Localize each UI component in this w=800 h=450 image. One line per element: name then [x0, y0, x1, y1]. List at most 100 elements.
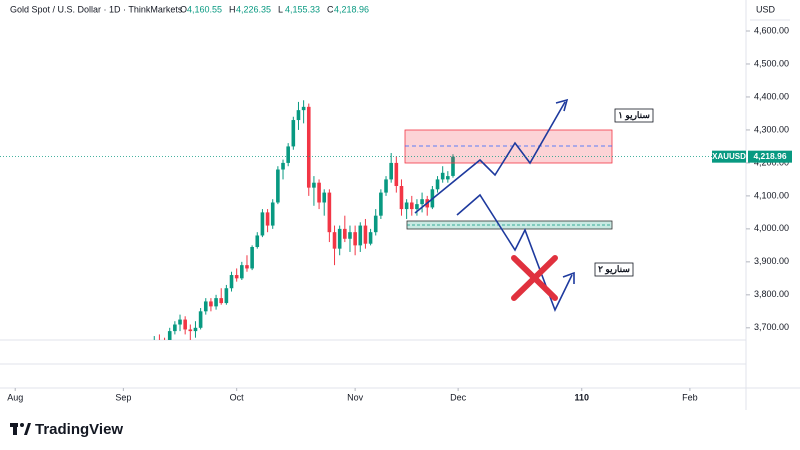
candle-body [353, 232, 357, 246]
candle-body [301, 106, 306, 111]
candle-body [265, 212, 270, 226]
brand: TradingView [10, 421, 123, 438]
y-tick-label: 4,400.00 [754, 91, 789, 101]
axes: 3,700.00 3,800.00 3,900.00 4,000.00 4,100.00… [7, 25, 789, 402]
candle-body [183, 319, 187, 330]
candle-body [193, 327, 198, 332]
candle-body [332, 232, 337, 249]
ticker-label: XAUUSD [712, 152, 746, 161]
y-tick-label: 3,800.00 [754, 289, 789, 299]
candle-body [219, 298, 224, 304]
x-tick-label: Dec [450, 392, 467, 402]
y-tick-label: 4,100.00 [754, 190, 789, 200]
resistance-zone [404, 129, 613, 164]
x-tick-label: Sep [115, 392, 131, 402]
candle-body [420, 199, 424, 205]
candle-body [173, 324, 177, 332]
scenario-label: سناریو ۲ [598, 264, 630, 275]
header: Gold Spot / U.S. Dollar · 1D · ThinkMark… [10, 4, 369, 14]
candle-body [245, 265, 249, 269]
candle-body [224, 288, 229, 304]
price-tag [748, 150, 792, 163]
candle-body [306, 106, 311, 188]
logo [20, 423, 24, 427]
y-tick-label: 4,300.00 [754, 124, 789, 134]
candle-body [250, 247, 254, 269]
scenario-label: سناریو ۱ [618, 110, 650, 121]
x-tick-label: Oct [230, 392, 245, 402]
candle-body [198, 311, 203, 328]
brand-name: TradingView [35, 421, 123, 438]
candle-body [389, 162, 393, 180]
candle-body [167, 331, 172, 340]
candle-body [446, 176, 450, 180]
candle-body [435, 179, 440, 190]
candle-body [317, 182, 321, 203]
ohlc-key: O [180, 4, 187, 14]
candle-body [337, 228, 342, 249]
candle-body [188, 329, 193, 332]
x-tick-label: 110 [574, 392, 589, 402]
y-tick-label: 4,500.00 [754, 58, 789, 68]
candle-body [276, 169, 280, 203]
candle-body [291, 120, 296, 147]
x-tick-label: Feb [682, 392, 698, 402]
scenario-path [414, 101, 566, 214]
candle-body [270, 202, 275, 226]
y-tick-label: 3,700.00 [754, 322, 789, 332]
candle-body [322, 192, 327, 203]
ohlc-key: C [327, 4, 334, 14]
candle-body [358, 225, 363, 246]
candle-body [415, 204, 419, 210]
x-tick-label: Aug [7, 392, 23, 402]
candle-body [343, 228, 347, 239]
candle-body [363, 225, 368, 244]
candles [153, 100, 455, 340]
ohlc-value: 4,226.35 [236, 4, 271, 14]
candle-body [394, 162, 399, 186]
candle-body [379, 192, 383, 216]
candle-body [260, 212, 265, 236]
candle-body [409, 202, 414, 210]
logo [24, 423, 31, 435]
candle-body [368, 232, 373, 244]
candle-body [178, 319, 182, 325]
price-tag [712, 150, 746, 163]
candle-body [451, 156, 455, 176]
y-tick-label: 3,900.00 [754, 256, 789, 266]
label-box [614, 108, 654, 123]
currency: USD [756, 4, 776, 14]
cross-mark [511, 255, 558, 301]
candle-body [312, 182, 316, 188]
logo [13, 423, 17, 435]
scenario-path [456, 193, 573, 313]
y-tick-label: 4,600.00 [754, 25, 789, 35]
candle-body [255, 235, 260, 248]
x-tick-label: Nov [347, 392, 364, 402]
candle-body [373, 215, 378, 233]
ohlc-value: 4,155.33 [285, 4, 320, 14]
candle-body [327, 192, 332, 233]
ohlc-value: 4,218.96 [334, 4, 369, 14]
candle-body [286, 146, 290, 163]
y-tick-label: 4,000.00 [754, 223, 789, 233]
candle-body [384, 179, 388, 193]
ohlc-key: L [278, 4, 283, 14]
candle-body [296, 110, 301, 121]
arrow-head [562, 271, 575, 284]
candle-body [240, 265, 244, 279]
candle-body [404, 202, 409, 210]
last-price-label: 4,218.96 [753, 151, 786, 161]
candle-body [399, 186, 404, 210]
candle-body [209, 301, 213, 307]
candle-body [348, 232, 352, 239]
ohlc-value: 4,160.55 [187, 4, 222, 14]
candle-body [203, 301, 208, 312]
candle-body [214, 298, 218, 307]
label-box [594, 262, 634, 277]
candle-body [440, 172, 445, 180]
arrow-head [555, 98, 569, 112]
candle-body [234, 275, 239, 279]
